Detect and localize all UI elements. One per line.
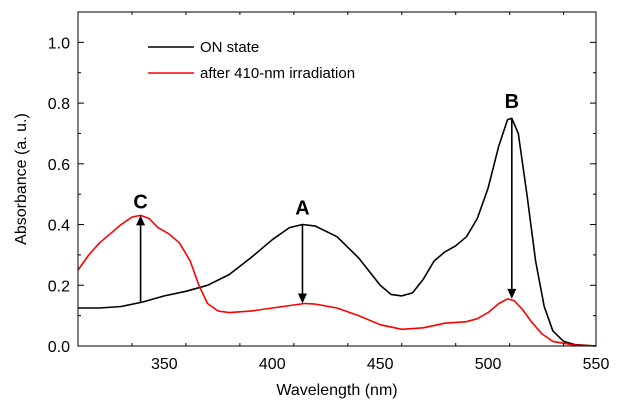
x-tick-label: 400	[259, 356, 286, 373]
x-axis-title: Wavelength (nm)	[276, 382, 397, 399]
series-line-0	[78, 117, 597, 347]
x-tick-label: 550	[583, 356, 610, 373]
x-tick-label: 350	[151, 356, 178, 373]
annotation-arrowhead-C	[136, 215, 146, 226]
y-tick-label: 0.6	[48, 157, 70, 174]
legend-label-0: ON state	[200, 39, 259, 56]
annotation-label-C: C	[133, 191, 147, 213]
annotation-label-B: B	[505, 91, 519, 113]
plot-frame	[77, 11, 597, 347]
y-tick-label: 0.8	[48, 96, 70, 113]
x-tick-label: 500	[475, 356, 502, 373]
y-axis-title: Absorbance (a. u.)	[13, 113, 30, 245]
legend-label-1: after 410-nm irradiation	[200, 65, 355, 82]
y-tick-label: 1.0	[48, 35, 70, 52]
series-line-1	[77, 214, 597, 347]
y-tick-label: 0.0	[48, 339, 70, 356]
annotation-arrowhead-B	[507, 288, 517, 299]
y-tick-label: 0.4	[48, 218, 70, 235]
annotation-label-A: A	[295, 197, 309, 219]
y-tick-label: 0.2	[48, 278, 70, 295]
x-tick-label: 450	[367, 356, 394, 373]
annotation-arrowhead-A	[297, 293, 307, 304]
